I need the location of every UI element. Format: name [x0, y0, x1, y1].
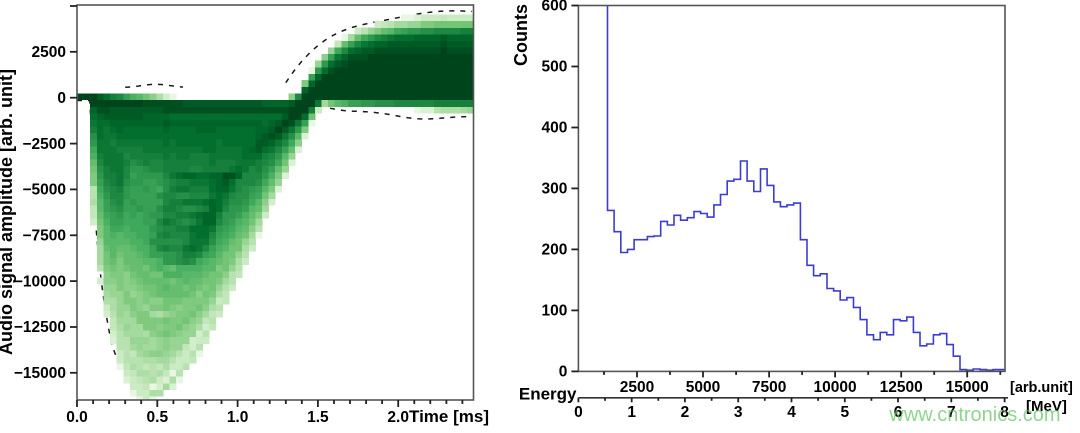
svg-text:0: 0: [574, 404, 583, 421]
svg-text:12500: 12500: [880, 379, 923, 396]
svg-text:5: 5: [840, 404, 849, 421]
svg-text:−5000: −5000: [22, 182, 66, 199]
svg-text:0: 0: [57, 90, 66, 107]
svg-text:www.cntronics.com: www.cntronics.com: [888, 404, 1060, 426]
svg-text:10000: 10000: [814, 379, 857, 396]
svg-text:Counts: Counts: [511, 4, 531, 66]
svg-text:−15000: −15000: [14, 365, 66, 382]
svg-text:0.0: 0.0: [66, 409, 88, 426]
svg-text:4: 4: [787, 404, 796, 421]
svg-text:0.5: 0.5: [147, 409, 169, 426]
svg-text:Audio signal amplitude [arb. u: Audio signal amplitude [arb. unit]: [0, 69, 16, 355]
svg-text:7: 7: [947, 404, 956, 421]
svg-text:−10000: −10000: [14, 273, 66, 290]
svg-text:15000: 15000: [946, 379, 989, 396]
svg-text:5000: 5000: [686, 379, 720, 396]
svg-text:1: 1: [627, 404, 636, 421]
svg-text:[MeV]: [MeV]: [1026, 398, 1067, 415]
svg-text:500: 500: [542, 59, 568, 76]
svg-text:2500: 2500: [32, 44, 66, 61]
svg-text:7500: 7500: [752, 379, 786, 396]
svg-text:−7500: −7500: [22, 228, 66, 245]
svg-text:3: 3: [734, 404, 743, 421]
svg-text:1.0: 1.0: [227, 409, 249, 426]
svg-text:1.5: 1.5: [307, 409, 329, 426]
svg-text:6: 6: [894, 404, 903, 421]
svg-text:0: 0: [559, 364, 568, 381]
svg-text:200: 200: [542, 242, 568, 259]
svg-text:−12500: −12500: [14, 319, 66, 336]
svg-text:600: 600: [542, 0, 568, 15]
svg-text:Energy: Energy: [519, 385, 577, 404]
svg-text:400: 400: [542, 120, 568, 137]
svg-text:2: 2: [681, 404, 690, 421]
svg-text:[arb.unit]: [arb.unit]: [1010, 380, 1073, 396]
svg-text:−2500: −2500: [22, 136, 66, 153]
svg-text:Time [ms]: Time [ms]: [409, 407, 489, 426]
svg-text:8: 8: [1000, 404, 1009, 421]
svg-text:2.0: 2.0: [387, 409, 409, 426]
svg-text:2500: 2500: [620, 379, 654, 396]
svg-text:300: 300: [542, 181, 568, 198]
svg-text:100: 100: [542, 303, 568, 320]
